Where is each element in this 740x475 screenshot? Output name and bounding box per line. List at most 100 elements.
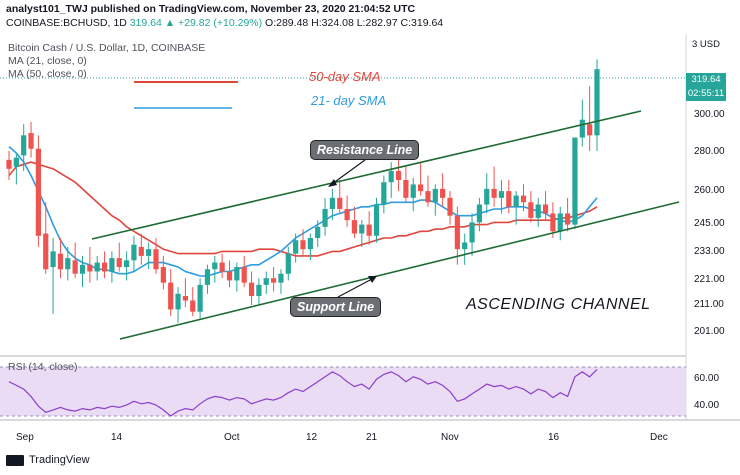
resistance-arrowhead bbox=[328, 179, 337, 187]
candle-body bbox=[410, 184, 416, 198]
ohlc-line: COINBASE:BCHUSD, 1D 319.64 ▲ +29.82 (+10… bbox=[6, 17, 443, 29]
candle-body bbox=[101, 262, 108, 272]
candle-body bbox=[226, 271, 233, 281]
candle-body bbox=[366, 224, 372, 236]
candle-body bbox=[256, 284, 262, 297]
candle-body bbox=[403, 179, 409, 198]
open-value: O:289.48 bbox=[265, 17, 309, 29]
candle-body bbox=[373, 204, 380, 236]
candle-body bbox=[557, 213, 563, 232]
candle-body bbox=[381, 182, 387, 205]
channel-label: ASCENDING CHANNEL bbox=[466, 296, 651, 313]
ma50-legend[interactable]: MA (50, close, 0) bbox=[8, 68, 87, 80]
support-label: Support Line bbox=[290, 297, 382, 317]
last-value: 319.64 bbox=[129, 17, 162, 29]
candle-body bbox=[72, 260, 78, 274]
candle-body bbox=[440, 188, 446, 198]
candle-body bbox=[109, 258, 115, 272]
candle-body bbox=[587, 124, 593, 136]
candle-body bbox=[395, 171, 402, 180]
rsi-tick: 60.00 bbox=[694, 373, 719, 384]
candle-body bbox=[491, 188, 497, 198]
plot-layer bbox=[6, 59, 600, 417]
publisher-line: analyst101_TWJ published on TradingView.… bbox=[6, 3, 416, 15]
candle-body bbox=[484, 188, 490, 205]
candle-body bbox=[462, 242, 468, 250]
candle-body bbox=[506, 191, 512, 207]
price-tick: 221.00 bbox=[694, 274, 725, 285]
candle-body bbox=[329, 197, 335, 209]
candle-body bbox=[234, 267, 240, 281]
candle-body bbox=[337, 197, 343, 209]
candle-body bbox=[263, 278, 269, 285]
footer-brand[interactable]: TradingView bbox=[6, 454, 90, 466]
candle-body bbox=[182, 296, 188, 301]
brand-name: TradingView bbox=[29, 454, 90, 466]
high-value: H:324.08 bbox=[311, 17, 354, 29]
candle-body bbox=[87, 264, 93, 272]
candle-body bbox=[572, 137, 578, 225]
time-tick: 21 bbox=[366, 432, 378, 443]
support-arrow bbox=[337, 278, 373, 298]
candle-body bbox=[65, 258, 71, 270]
price-tick: 280.00 bbox=[694, 146, 725, 157]
price-tick: 260.00 bbox=[694, 185, 725, 196]
candle-body bbox=[454, 215, 460, 250]
rsi-band bbox=[0, 367, 686, 416]
candle-body bbox=[131, 244, 137, 261]
rsi-line bbox=[8, 368, 598, 417]
candle-body bbox=[212, 262, 218, 270]
support-arrowhead bbox=[368, 276, 377, 283]
low-value: L:282.97 bbox=[356, 17, 398, 29]
candle-body bbox=[447, 197, 453, 216]
candle-body bbox=[307, 238, 313, 250]
candle-body bbox=[476, 204, 482, 223]
candle-body bbox=[351, 220, 358, 234]
resistance-line[interactable] bbox=[91, 110, 642, 240]
candle-body bbox=[6, 159, 12, 169]
resistance-arrow bbox=[331, 159, 366, 185]
candle-body bbox=[520, 195, 527, 203]
candle-body bbox=[565, 213, 571, 225]
symbol: COINBASE:BCHUSD, 1D bbox=[6, 17, 127, 29]
rsi-legend[interactable]: RSI (14, close) bbox=[8, 361, 78, 373]
sma21-annotation: 21- day SMA bbox=[311, 93, 387, 108]
currency-scale[interactable]: 3 USD bbox=[692, 39, 720, 50]
candle-body bbox=[50, 251, 56, 268]
resistance-label: Resistance Line bbox=[310, 140, 420, 160]
candle-body bbox=[241, 267, 247, 283]
ma21-legend[interactable]: MA (21, close, 0) bbox=[8, 55, 87, 67]
candle-body bbox=[535, 204, 541, 218]
candle-body bbox=[579, 119, 585, 138]
ma50-line bbox=[8, 161, 598, 257]
candle-body bbox=[285, 253, 291, 274]
candle-body bbox=[28, 133, 34, 149]
price-tick: 211.00 bbox=[694, 299, 724, 310]
candle-body bbox=[204, 269, 211, 285]
candle-body bbox=[168, 282, 174, 310]
support-line[interactable] bbox=[119, 201, 680, 340]
candle-body bbox=[43, 233, 49, 270]
candle-body bbox=[271, 278, 277, 283]
price-tick: 300.00 bbox=[694, 109, 725, 120]
candle-body bbox=[197, 284, 203, 312]
candle-body bbox=[146, 249, 152, 256]
close-value: C:319.64 bbox=[400, 17, 444, 29]
tradingview-logo-icon bbox=[6, 454, 24, 466]
change-value: ▲ +29.82 (+10.29%) bbox=[164, 17, 263, 29]
time-tick: Dec bbox=[650, 432, 668, 443]
time-tick: Oct bbox=[224, 432, 240, 443]
candle-body bbox=[322, 208, 328, 227]
series-title: Bitcoin Cash / U.S. Dollar, 1D, COINBASE bbox=[8, 42, 206, 54]
last-price-tag: 319.64 bbox=[686, 73, 726, 87]
candle-body bbox=[293, 240, 299, 254]
candle-body bbox=[153, 249, 159, 270]
sma50-annotation: 50-day SMA bbox=[309, 69, 381, 84]
candle-body bbox=[175, 293, 181, 310]
candle-body bbox=[94, 262, 100, 272]
candle-body bbox=[359, 224, 365, 234]
candle-body bbox=[35, 148, 41, 236]
candle-body bbox=[300, 240, 306, 250]
candle-body bbox=[425, 191, 431, 203]
